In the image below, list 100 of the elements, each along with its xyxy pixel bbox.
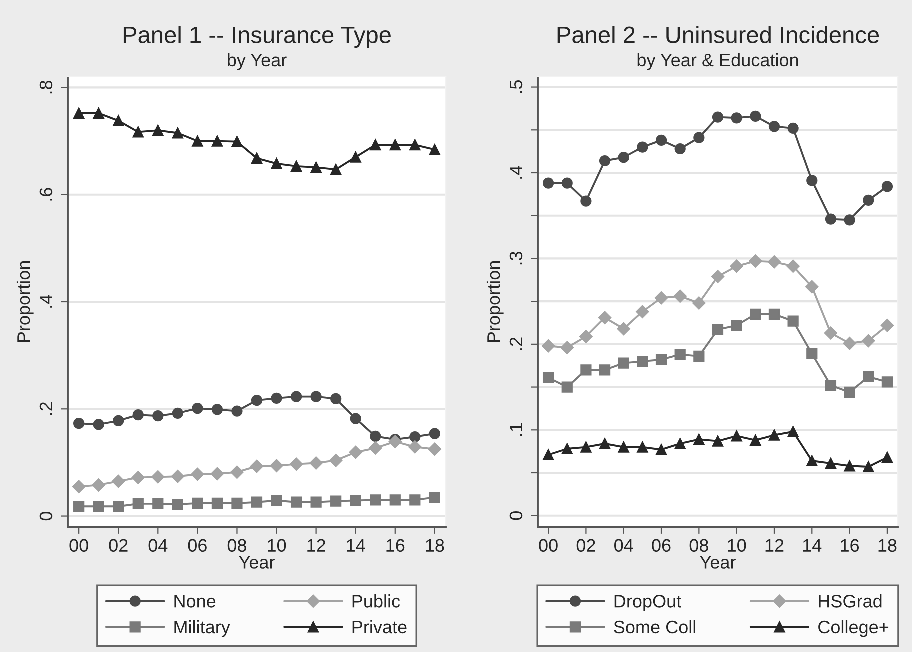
x-tick-label: 12 [308,539,326,552]
point [692,296,706,310]
x-tick-label: 06 [188,539,207,552]
point [410,431,421,443]
x-axis-title: Year [239,556,275,569]
point [113,415,124,426]
point [786,260,800,274]
point [212,498,224,509]
point [232,498,243,509]
legend-label: Some Coll [614,620,696,634]
legend-label: None [174,595,216,608]
y-tick-label: .6 [40,188,53,201]
point [192,403,204,414]
point [92,478,106,492]
point [349,446,362,460]
point [330,164,342,176]
point [750,434,762,446]
point [542,178,554,189]
point [290,391,302,402]
x-tick-label: 10 [728,539,746,552]
point [768,430,780,441]
point [637,356,648,368]
point [656,354,668,366]
point [825,214,837,225]
point [599,364,611,376]
point [824,326,838,340]
legend-label: HSGrad [819,594,882,608]
point [232,136,243,148]
x-tick-label: 08 [690,539,708,552]
point [429,144,440,156]
point [806,348,818,360]
point [788,122,799,134]
point [844,386,856,398]
point [390,139,401,151]
point [580,442,592,453]
point [731,430,742,442]
point [711,270,725,284]
point [429,428,440,440]
legend-label: DropOut [614,595,682,612]
point [112,474,126,488]
point [410,494,421,506]
point [862,334,876,348]
point [863,461,874,473]
point [350,413,362,424]
point [152,470,165,484]
point [388,435,402,448]
point [93,501,104,512]
point [251,152,263,164]
point [618,442,630,453]
point [542,372,554,384]
x-tick-label: 02 [576,539,596,552]
point [542,340,556,353]
point [712,324,724,336]
chart-subtitle: by Year & Education [638,53,798,70]
point [636,305,650,318]
point [74,501,85,512]
y-tick-label: .1 [510,423,522,436]
point [132,126,144,138]
point [310,162,322,174]
point [562,443,573,455]
point [806,455,818,467]
point [580,196,592,207]
point [806,280,819,294]
x-tick-label: 14 [347,539,366,552]
point [674,290,687,304]
point [674,143,686,155]
point [210,467,224,481]
point [843,336,856,350]
point [599,155,611,167]
point [880,318,894,332]
point [674,438,686,450]
point [212,136,224,147]
point [290,160,302,172]
point [93,419,104,430]
point [290,458,304,471]
point [132,471,145,484]
point [152,125,164,136]
point [310,391,322,402]
y-tick-label: 0 [40,512,53,521]
x-tick-label: 02 [109,539,128,552]
point [232,406,243,417]
y-tick-label: 0 [510,512,523,520]
point [93,108,104,119]
point [656,444,668,456]
legend-label: Private [352,620,407,634]
x-tick-label: 16 [386,539,405,552]
point [310,496,322,508]
chart-title: Panel 1 -- Insurance Type [124,26,391,48]
point [768,256,782,269]
point [369,442,382,455]
point [152,498,164,510]
x-tick-label: 00 [539,539,558,552]
y-tick-label: .2 [510,338,522,350]
point [152,410,164,422]
point [768,121,780,132]
point [250,460,264,474]
point [694,350,705,362]
point [329,454,343,468]
point [132,498,144,510]
point [617,322,630,336]
